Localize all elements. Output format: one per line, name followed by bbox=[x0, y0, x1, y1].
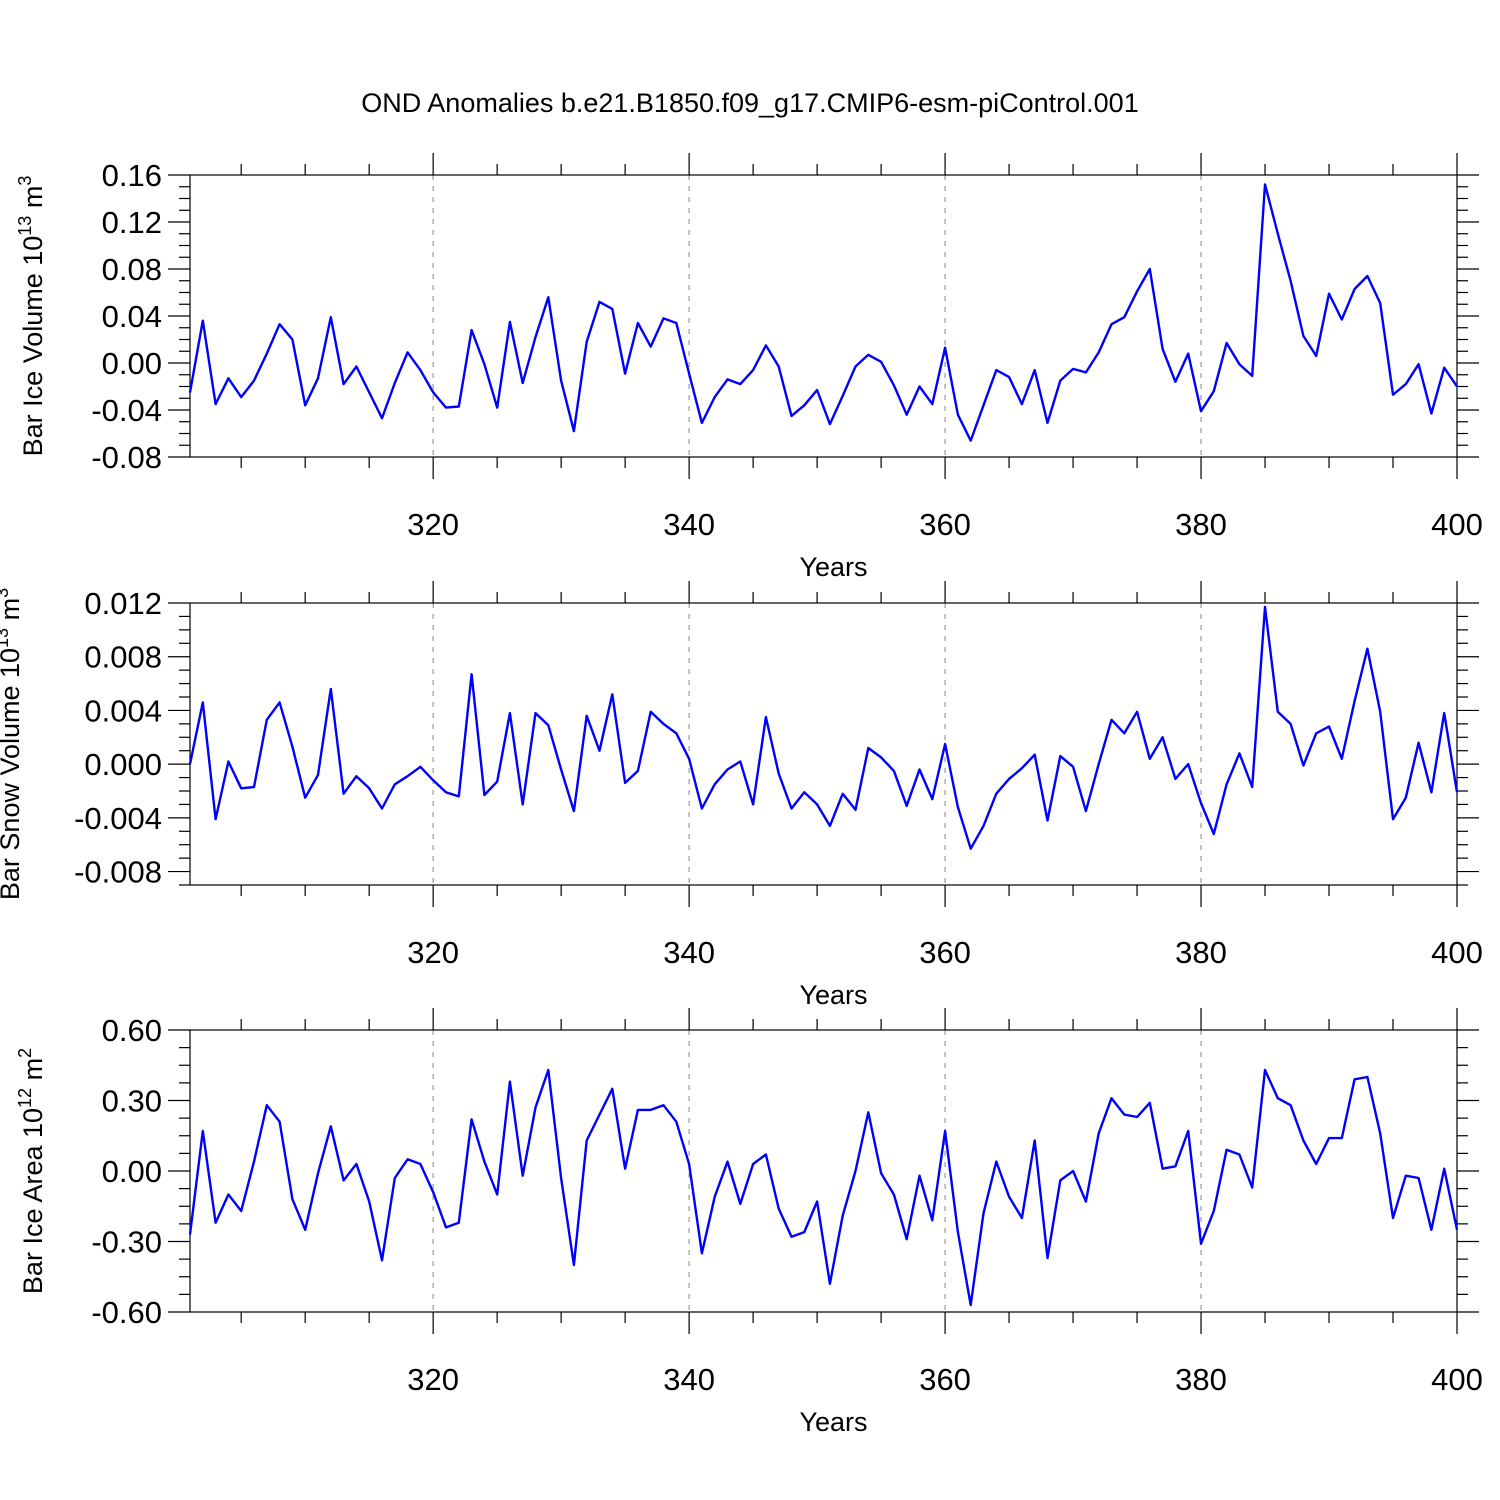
panel-2-x-tick-label: 320 bbox=[407, 935, 459, 970]
panel-3-x-tick-label: 360 bbox=[919, 1362, 971, 1397]
panel-2-frame bbox=[189, 602, 1458, 886]
panel-1-y-tick-label: 0.16 bbox=[102, 158, 162, 193]
panel-1-x-tick-label: 320 bbox=[407, 507, 459, 542]
panel-2-x-tick-label: 400 bbox=[1431, 935, 1483, 970]
panel-1-y-tick-label: -0.04 bbox=[91, 393, 162, 428]
panel-1-y-tick-label: 0.04 bbox=[102, 299, 162, 334]
panel-3-y-tick-label: -0.60 bbox=[91, 1295, 162, 1330]
chart-title: OND Anomalies b.e21.B1850.f09_g17.CMIP6-… bbox=[361, 88, 1138, 118]
panel-1-y-tick-label: 0.00 bbox=[102, 346, 162, 381]
panel-2-series-line-1 bbox=[188, 605, 1459, 850]
panel-3-x-axis-label: Years bbox=[799, 1407, 867, 1437]
panel-2-y-tick-label: 0.008 bbox=[84, 640, 162, 675]
panel-3-y-tick-label: 0.60 bbox=[102, 1013, 162, 1048]
panel-3-y-tick-label: -0.30 bbox=[91, 1225, 162, 1260]
panel-2-x-tick-label: 360 bbox=[919, 935, 971, 970]
panel-1-y-tick-label: 0.12 bbox=[102, 205, 162, 240]
panel-2-y-tick-label: 0.012 bbox=[84, 586, 162, 621]
panel-2-y-tick-label: -0.008 bbox=[74, 855, 162, 890]
panel-2-y-tick-label: 0.000 bbox=[84, 747, 162, 782]
panel-1-series-line-1 bbox=[188, 183, 1458, 442]
panel-1-y-axis-label: Bar Ice Volume 1013 m3 bbox=[15, 176, 48, 457]
panel-1-x-tick-label: 400 bbox=[1431, 507, 1483, 542]
panel-1-x-tick-label: 360 bbox=[919, 507, 971, 542]
panel-3-x-tick-label: 340 bbox=[663, 1362, 715, 1397]
panel-3-x-tick-label: 400 bbox=[1431, 1362, 1483, 1397]
panel-1-x-axis-label: Years bbox=[799, 552, 867, 582]
panel-1-y-tick-label: -0.08 bbox=[91, 440, 162, 475]
panel-2-x-tick-label: 340 bbox=[663, 935, 715, 970]
panel-1-x-tick-label: 380 bbox=[1175, 507, 1227, 542]
panel-3-series-line-1 bbox=[188, 1068, 1459, 1307]
panel-2-x-axis-label: Years bbox=[799, 980, 867, 1010]
panel-3-y-tick-label: 0.30 bbox=[102, 1084, 162, 1119]
panel-3-x-tick-label: 380 bbox=[1175, 1362, 1227, 1397]
panel-3-y-axis-label: Bar Ice Area 1012 m2 bbox=[15, 1048, 48, 1294]
panel-3-x-tick-label: 320 bbox=[407, 1362, 459, 1397]
panel-1-y-tick-label: 0.08 bbox=[102, 252, 162, 287]
panel-2-x-tick-label: 380 bbox=[1175, 935, 1227, 970]
panel-2-y-tick-label: 0.004 bbox=[84, 693, 162, 728]
panel-3-y-tick-label: 0.00 bbox=[102, 1154, 162, 1189]
panel-2-y-tick-label: -0.004 bbox=[74, 801, 162, 836]
panel-2-y-axis-label: Bar Snow Volume 1013 m3 bbox=[0, 588, 25, 900]
panel-1-x-tick-label: 340 bbox=[663, 507, 715, 542]
